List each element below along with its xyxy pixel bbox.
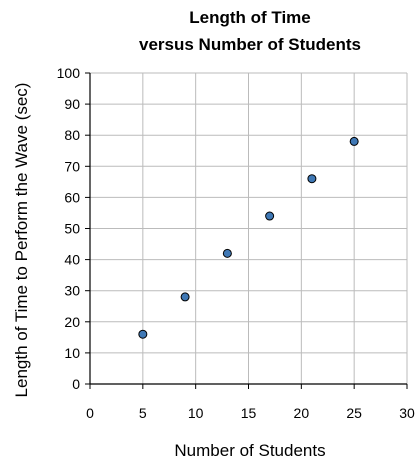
y-tick-label: 30: [64, 283, 80, 299]
chart-title-line-1: Length of Time: [189, 8, 311, 27]
x-tick-label: 20: [294, 405, 310, 421]
y-tick-label: 70: [64, 158, 80, 174]
y-tick-label: 100: [57, 65, 81, 81]
y-tick-label: 90: [64, 96, 80, 112]
y-tick-label: 10: [64, 345, 80, 361]
data-point: [138, 329, 148, 339]
y-tick-label: 40: [64, 252, 80, 268]
axes: [85, 72, 408, 389]
chart-title-line-2: versus Number of Students: [139, 35, 361, 54]
data-point: [180, 292, 190, 302]
x-tick-label: 10: [188, 405, 204, 421]
grid-lines: [90, 72, 408, 384]
data-point: [349, 136, 359, 146]
y-tick-label: 80: [64, 127, 80, 143]
data-point: [307, 174, 317, 184]
data-point: [222, 248, 232, 258]
y-tick-label: 0: [72, 376, 80, 392]
data-points: [138, 136, 359, 339]
x-axis-title: Number of Students: [174, 441, 325, 460]
x-tick-label: 15: [241, 405, 257, 421]
x-tick-label: 0: [86, 405, 94, 421]
x-tick-label: 5: [139, 405, 147, 421]
x-tick-label: 30: [399, 405, 415, 421]
y-axis-title: Length of Time to Perform the Wave (sec): [12, 83, 31, 398]
x-tick-label: 25: [346, 405, 362, 421]
data-point: [265, 211, 275, 221]
y-tick-label: 20: [64, 314, 80, 330]
y-tick-label: 50: [64, 221, 80, 237]
tick-labels: 0 5 10 15 20 25 30 0 10 20 30 40 50 60 70 80 90 100: [57, 65, 415, 421]
y-tick-label: 60: [64, 189, 80, 205]
